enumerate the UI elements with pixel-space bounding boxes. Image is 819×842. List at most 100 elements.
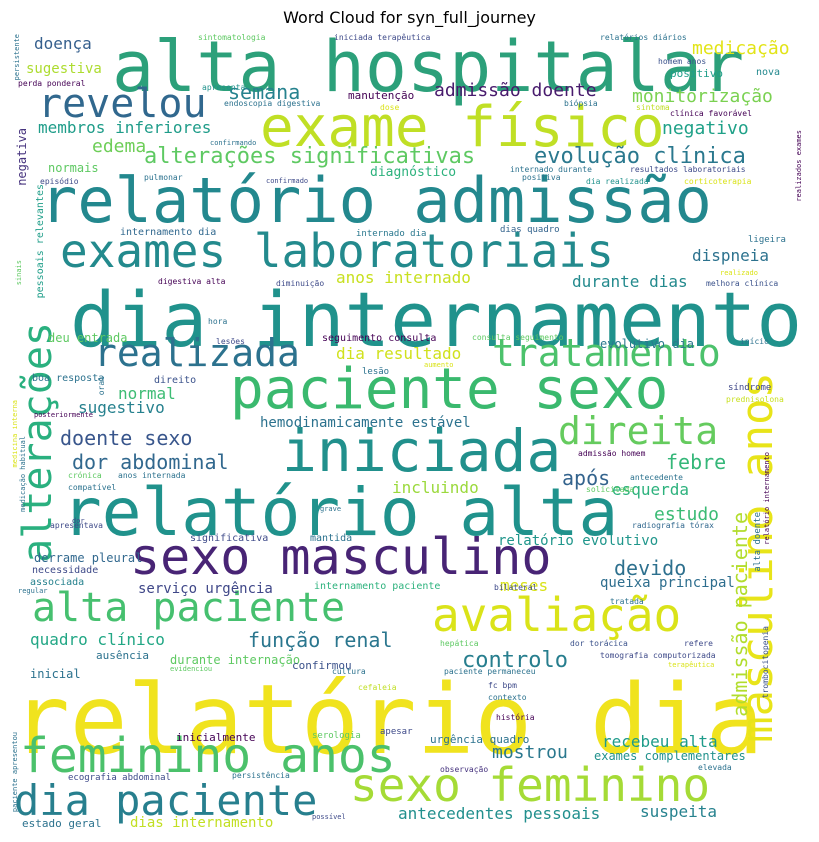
word-item: tratada — [610, 597, 644, 606]
word-item: apresenta — [202, 83, 246, 92]
word-item: tomografia computorizada — [600, 651, 716, 660]
word-item: urgência quadro — [430, 733, 530, 746]
word-item: inicial — [30, 667, 81, 681]
word-item: mantida — [310, 533, 353, 544]
word-item: seguimento consulta — [322, 333, 437, 344]
word-item: direita — [558, 409, 719, 453]
word-item: positivo — [670, 67, 723, 80]
word-item: realizados exames — [795, 130, 803, 202]
word-item: hora — [208, 317, 228, 326]
word-item: oral — [97, 376, 106, 396]
word-item: necessidade — [32, 565, 99, 576]
word-item: paciente apresentou — [12, 732, 19, 813]
word-item: exames laboratoriais — [60, 224, 614, 278]
word-item: cefaleia — [358, 683, 397, 692]
word-item: deu entrada — [48, 331, 128, 345]
word-item: endoscopia digestiva — [224, 99, 321, 108]
word-item: persistência — [232, 771, 290, 780]
word-item: refere — [684, 639, 713, 648]
word-item: confirmado — [266, 177, 309, 185]
word-item: trombocitopenia — [761, 626, 770, 699]
word-item: observação — [440, 765, 489, 774]
word-item: direito — [154, 375, 197, 386]
word-item: esquerda — [612, 480, 690, 499]
word-item: incluindo — [392, 478, 479, 497]
word-item: confirmando — [210, 139, 257, 147]
word-item: contexto — [488, 693, 527, 702]
word-item: biópsia — [564, 99, 598, 108]
word-item: dia resultado — [336, 344, 462, 363]
word-item: negativa — [15, 128, 29, 186]
word-item: homem anos — [658, 57, 707, 66]
word-item: melhora clínica — [706, 279, 779, 288]
word-item: doente sexo — [60, 426, 193, 450]
word-item: monitorização — [632, 86, 773, 107]
word-item: relatório dia — [12, 664, 764, 776]
word-item: dor torácica — [570, 639, 628, 648]
word-item: queixa principal — [600, 575, 735, 591]
word-item: dia realizada — [586, 177, 649, 186]
word-item: sexo masculino — [130, 528, 552, 586]
word-item: medicação habitual — [19, 436, 27, 512]
word-item: antecedentes pessoais — [398, 804, 601, 823]
word-item: possível — [312, 813, 346, 821]
word-item: alta paciente — [32, 585, 346, 631]
word-item: função renal — [248, 628, 393, 652]
chart-title: Word Cloud for syn_full_journey — [283, 8, 536, 27]
word-item: sinais — [15, 260, 23, 286]
word-item: manutenção — [348, 89, 415, 102]
word-item: sugestivo — [78, 398, 165, 417]
word-item: confirmou — [292, 659, 352, 672]
word-item: dispneia — [692, 246, 770, 265]
word-item: meses — [500, 576, 549, 595]
word-item: aumento — [424, 361, 454, 369]
word-item: avaliação — [432, 588, 682, 642]
word-item: alta doente — [753, 512, 763, 572]
word-item: elevada — [698, 763, 732, 772]
word-item: cultura — [332, 667, 366, 676]
word-item: suspeita — [640, 802, 718, 821]
word-item: história — [496, 713, 535, 722]
word-item: paciente sexo — [230, 357, 669, 422]
word-item: fc bpm — [488, 681, 517, 690]
word-item: ausência — [96, 649, 149, 662]
word-item: lesões — [216, 337, 245, 346]
word-item: relatório alta — [62, 474, 619, 551]
word-item: negativo — [662, 118, 749, 139]
word-item: paciente permaneceu — [444, 667, 536, 676]
word-item: crónica — [68, 471, 102, 480]
word-item: realizada — [94, 331, 300, 375]
word-item: radiografia tórax — [632, 521, 714, 530]
word-item: persistente — [13, 34, 21, 81]
word-item: medicação — [692, 38, 790, 59]
word-item: estado geral — [22, 817, 102, 830]
word-item: edema — [92, 136, 147, 157]
word-item: alterações significativas — [144, 144, 476, 169]
word-item: corticoterapia — [684, 177, 752, 186]
word-item: dor — [72, 517, 85, 525]
word-item: anos internada — [118, 471, 186, 480]
word-item: internado dia — [356, 229, 427, 239]
word-item: digestiva alta — [158, 277, 226, 286]
word-item: iniciada — [282, 417, 562, 485]
word-item: normais — [48, 161, 99, 175]
word-item: ecografia abdominal — [68, 773, 171, 783]
word-item: relatório admissão — [40, 164, 712, 237]
word-item: relatório evolutivo — [498, 533, 659, 549]
word-item: sexo feminino — [350, 758, 711, 812]
word-item: estudo — [654, 504, 720, 525]
word-item: inicialmente — [176, 731, 256, 744]
word-item: exame físico — [260, 95, 665, 160]
word-item: revelou — [38, 81, 207, 127]
word-item: apresentava — [50, 521, 103, 530]
word-item: síndrome — [728, 383, 772, 393]
word-item: realizado — [720, 269, 758, 277]
word-item: devido — [614, 556, 687, 580]
word-item: ligeira — [748, 235, 786, 245]
word-item: admissão homem — [578, 449, 646, 458]
word-item: início — [740, 337, 769, 346]
word-item: hemodinamicamente estável — [260, 415, 471, 431]
word-item: mostrou — [492, 742, 568, 763]
word-item: nova — [756, 67, 781, 78]
word-cloud: relatório dia dia internamento alta hospit… — [12, 32, 807, 832]
